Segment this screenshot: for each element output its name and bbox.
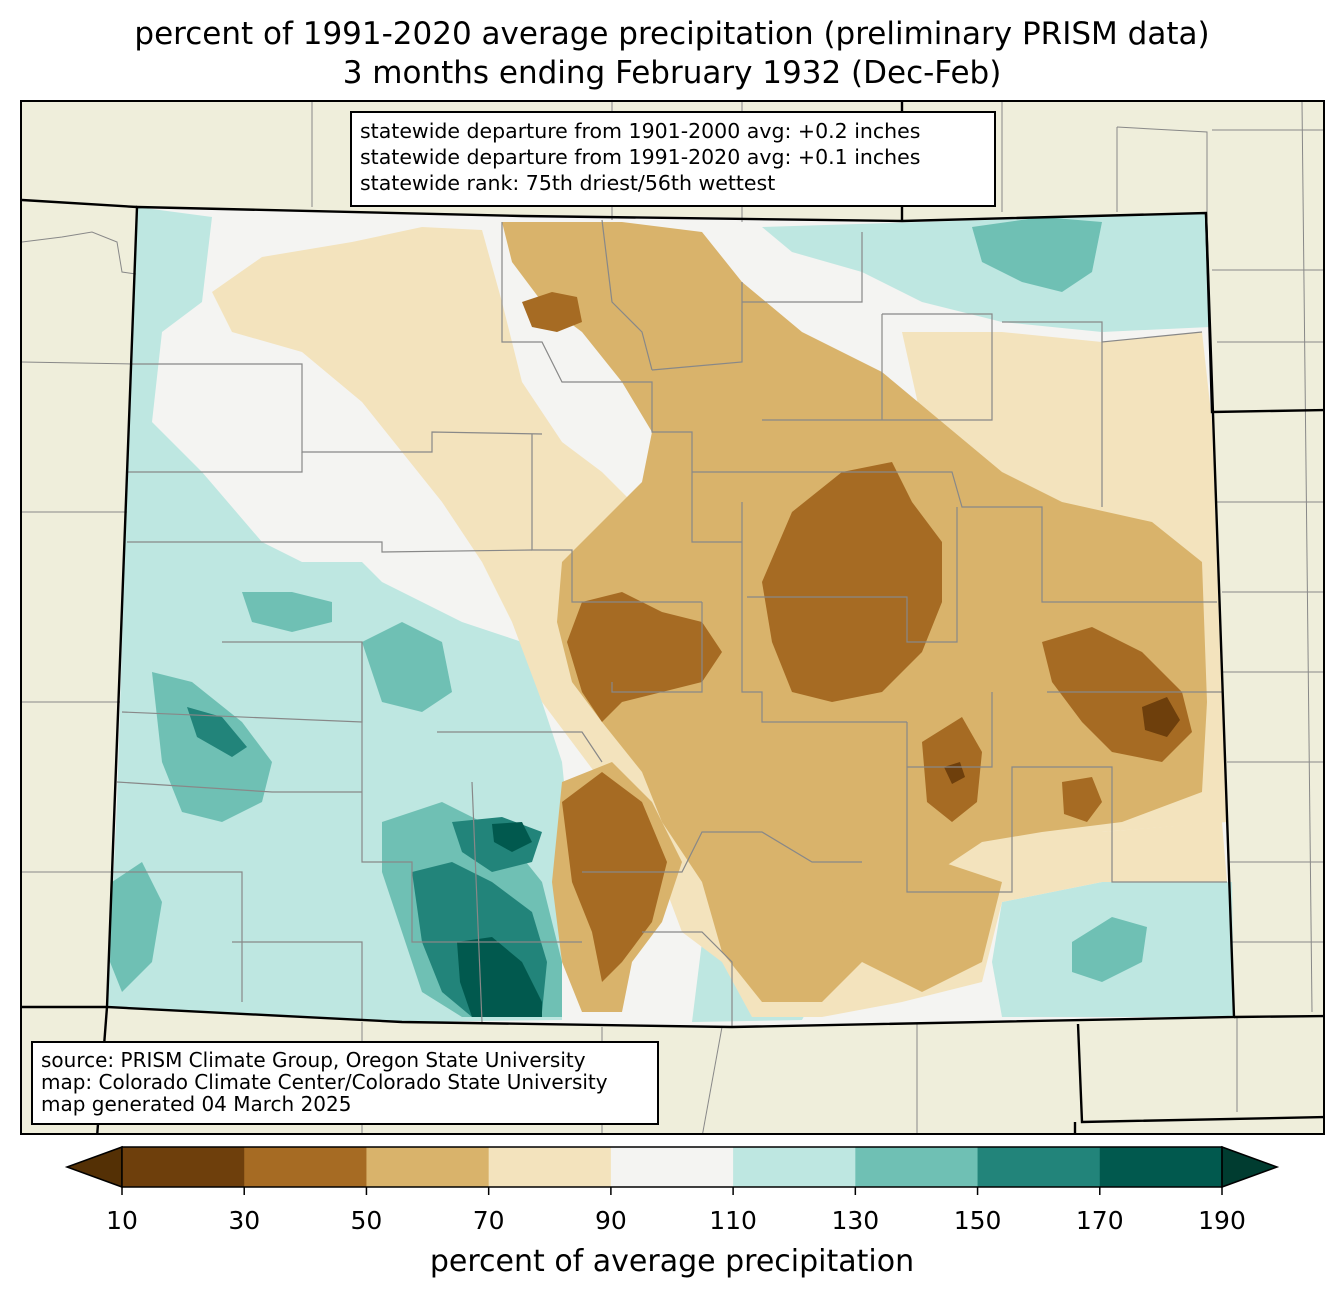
map-title: percent of 1991-2020 average precipitati… — [134, 16, 1210, 52]
stats-departure-1901-2000: statewide departure from 1901-2000 avg: … — [360, 119, 921, 143]
region-50-70-southeast — [842, 862, 1002, 992]
colorbar-tick-label: 130 — [831, 1206, 880, 1235]
colorbar-tick-label: 170 — [1075, 1206, 1124, 1235]
map-credit-line: map: Colorado Climate Center/Colorado St… — [41, 1070, 608, 1094]
region-110-130-northeast — [762, 213, 1210, 332]
region-150-170-west — [187, 707, 247, 757]
region-130-150-se — [1072, 917, 1147, 982]
colorbar-tick-label: 150 — [953, 1206, 1002, 1235]
region-70-90-north — [212, 227, 1227, 1017]
region-30-50-ne-small — [1062, 777, 1102, 822]
colorbar-bin — [1099, 1147, 1223, 1187]
colorbar-bin — [855, 1147, 979, 1187]
region-170-190-south — [492, 822, 532, 852]
region-30-50-east — [762, 462, 942, 702]
colorbar-tick-label: 10 — [106, 1206, 138, 1235]
colorbar-tick-label: 110 — [709, 1206, 757, 1235]
region-130-150-ne — [972, 217, 1102, 292]
colorbar — [64, 1145, 1280, 1195]
colorbar-bin — [488, 1147, 612, 1187]
colorbar-tick-label: 90 — [594, 1206, 627, 1235]
region-130-150-sw-edge — [110, 862, 162, 992]
stats-rank: statewide rank: 75th driest/56th wettest — [360, 171, 776, 195]
colorbar-bin — [244, 1147, 367, 1187]
colorbar-bin — [977, 1147, 1101, 1187]
region-30-50-central — [567, 592, 722, 722]
colorbar-bin — [366, 1147, 490, 1187]
colorbar-outline — [121, 1146, 1223, 1188]
colorbar-tick-label: 30 — [228, 1206, 261, 1235]
colorbar-bin — [733, 1147, 856, 1187]
map-subtitle: 3 months ending February 1932 (Dec-Feb) — [342, 55, 1002, 91]
source-line: source: PRISM Climate Group, Oregon Stat… — [41, 1048, 586, 1072]
colorbar-bin — [610, 1147, 734, 1187]
colorbar-tick-label: 70 — [472, 1206, 505, 1235]
precipitation-map — [22, 102, 1323, 1133]
source-box: source: PRISM Climate Group, Oregon Stat… — [31, 1041, 659, 1125]
region-30-50-north — [522, 292, 582, 332]
region-130-150-nw — [242, 592, 332, 632]
region-130-150-central — [362, 622, 452, 712]
statewide-stats-box: statewide departure from 1901-2000 avg: … — [350, 111, 996, 207]
region-10-30-east — [1142, 697, 1180, 737]
region-130-150-west — [152, 672, 272, 822]
colorbar-extend-low — [64, 1145, 123, 1189]
colorbar-tick-label: 50 — [350, 1206, 383, 1235]
colorbar-extend-high — [1221, 1145, 1280, 1189]
map-panel — [20, 100, 1325, 1135]
region-170-190-sw — [457, 937, 542, 1017]
colorbar-label: percent of average precipitation — [429, 1244, 915, 1279]
colorbar-tick-label: 190 — [1198, 1206, 1246, 1235]
stats-departure-1991-2020: statewide departure from 1991-2020 avg: … — [360, 145, 921, 169]
generated-date-line: map generated 04 March 2025 — [41, 1092, 352, 1116]
colorbar-bin — [122, 1147, 245, 1187]
county-lines — [112, 219, 1227, 1027]
region-30-50-south — [562, 772, 667, 982]
